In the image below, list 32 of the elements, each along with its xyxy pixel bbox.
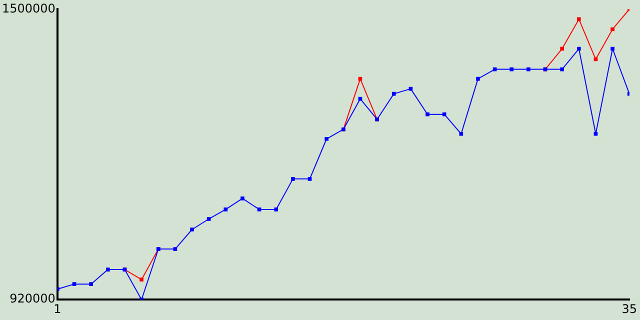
x-tick-label: 35 bbox=[622, 302, 638, 316]
point bbox=[89, 282, 93, 286]
point bbox=[576, 46, 581, 51]
point bbox=[308, 177, 312, 181]
point bbox=[510, 67, 514, 72]
point bbox=[190, 228, 194, 232]
point bbox=[72, 282, 76, 286]
point bbox=[610, 27, 614, 32]
point bbox=[426, 112, 430, 116]
point bbox=[106, 268, 110, 272]
point bbox=[224, 208, 228, 212]
point bbox=[442, 112, 446, 116]
point bbox=[257, 208, 262, 212]
point bbox=[459, 132, 464, 136]
point bbox=[560, 67, 564, 72]
point bbox=[173, 247, 178, 251]
point bbox=[610, 46, 614, 51]
y-tick-label: 920000 bbox=[10, 292, 56, 306]
x-tick-label: 1 bbox=[54, 302, 62, 316]
point bbox=[594, 132, 598, 136]
y-tick-label: 1500000 bbox=[2, 1, 56, 16]
point bbox=[274, 208, 278, 212]
point bbox=[206, 217, 211, 221]
point bbox=[240, 196, 244, 200]
point bbox=[576, 17, 581, 22]
point bbox=[324, 136, 328, 141]
point bbox=[560, 46, 564, 51]
point bbox=[291, 177, 295, 181]
point bbox=[392, 92, 396, 96]
point bbox=[140, 278, 144, 282]
point bbox=[476, 76, 480, 81]
point bbox=[526, 67, 530, 72]
